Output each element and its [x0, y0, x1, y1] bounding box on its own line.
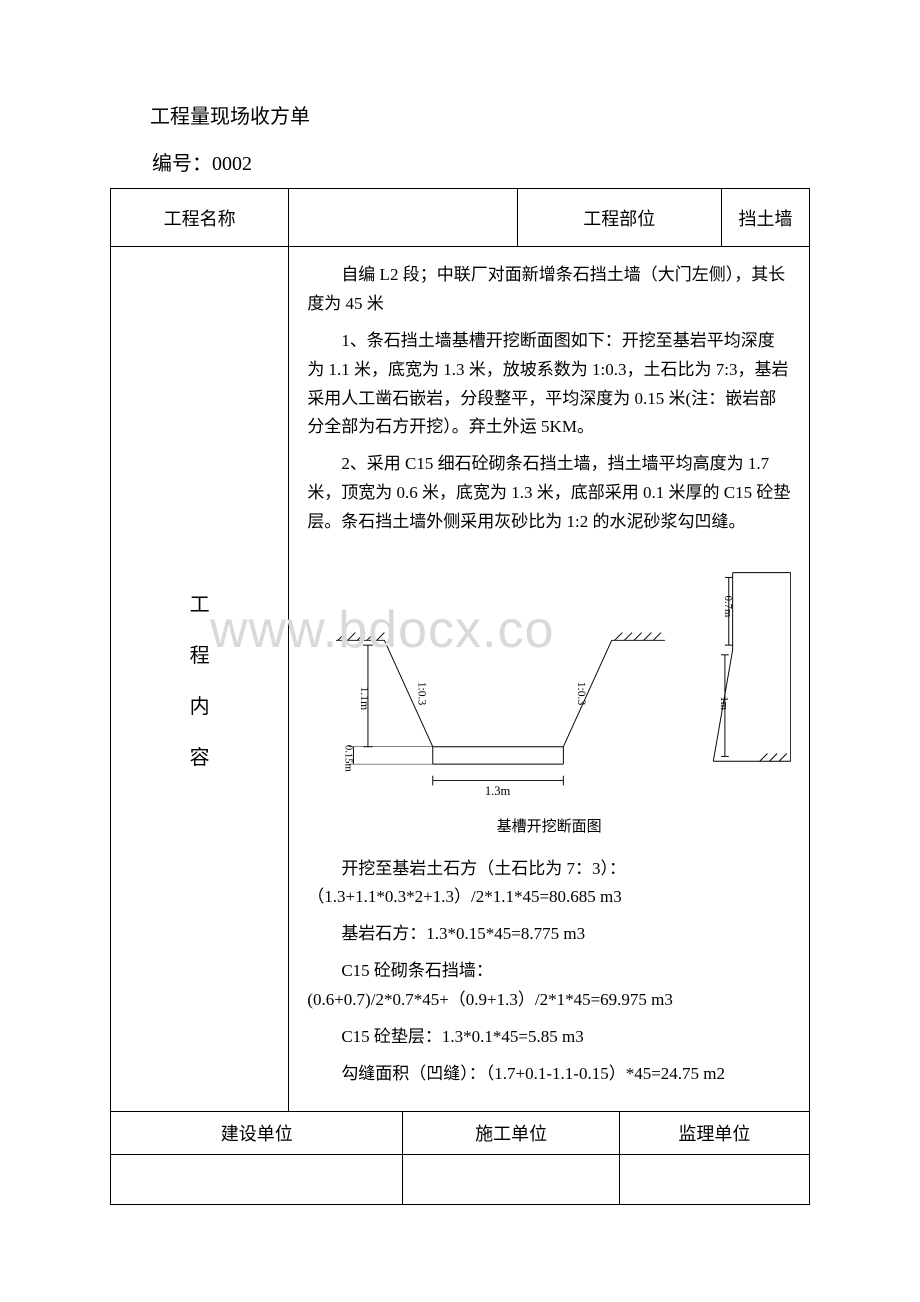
document-number: 编号：0002	[152, 147, 810, 176]
number-label: 编号：	[152, 153, 212, 175]
contractor-sig	[403, 1154, 619, 1204]
diagram-container: 1.1m 1:0.3 1:0.3 0.15m 1.3m	[307, 549, 791, 809]
main-table: 工程名称 工程部位 挡土墙 工 程 内 容 自编 L2 段；中联厂对面新增条石挡…	[110, 188, 810, 1205]
contractor-label: 施工单位	[403, 1111, 619, 1154]
owner-sig	[111, 1154, 403, 1204]
dim-0-7m-text: 0.7m	[722, 596, 733, 618]
project-name-value	[289, 189, 517, 247]
supervisor-sig	[619, 1154, 809, 1204]
ground-hatch-right	[612, 633, 665, 641]
document-title: 工程量现场收方单	[150, 100, 810, 129]
cross-section-diagram: 1.1m 1:0.3 1:0.3 0.15m 1.3m	[307, 549, 791, 809]
dim-1-1m-text: 1.1m	[358, 687, 371, 711]
project-name-label: 工程名称	[111, 189, 289, 247]
content-label-cell: 工 程 内 容	[111, 247, 289, 1112]
dim-0-15m-text: 0.15m	[343, 745, 354, 773]
calc-4: C15 砼垫层：1.3*0.1*45=5.85 m3	[307, 1023, 791, 1052]
signature-row	[111, 1154, 810, 1204]
content-label-char-1: 工	[190, 588, 210, 617]
paragraph-1: 自编 L2 段；中联厂对面新增条石挡土墙（大门左侧），其长度为 45 米	[307, 261, 791, 319]
diagram-caption: 基槽开挖断面图	[307, 815, 791, 841]
owner-label: 建设单位	[111, 1111, 403, 1154]
header-row: 工程名称 工程部位 挡土墙	[111, 189, 810, 247]
paragraph-2: 1、条石挡土墙基槽开挖断面图如下：开挖至基岩平均深度为 1.1 米，底宽为 1.…	[307, 327, 791, 443]
content-body-cell: 自编 L2 段；中联厂对面新增条石挡土墙（大门左侧），其长度为 45 米 1、条…	[289, 247, 810, 1112]
calc-3: C15 砼砌条石挡墙：(0.6+0.7)/2*0.7*45+（0.9+1.3）/…	[307, 957, 791, 1015]
project-part-label: 工程部位	[517, 189, 721, 247]
slope-left-text: 1:0.3	[416, 682, 429, 706]
content-label-char-3: 内	[190, 690, 210, 719]
supervisor-label: 监理单位	[619, 1111, 809, 1154]
calc-5: 勾缝面积（凹缝）：（1.7+0.1-1.1-0.15）*45=24.75 m2	[307, 1060, 791, 1089]
slope-right-text: 1:0.3	[575, 682, 588, 706]
project-part-value: 挡土墙	[722, 189, 810, 247]
ground-hatch-left	[336, 633, 384, 641]
number-value: 0002	[212, 153, 252, 175]
content-label-char-4: 容	[190, 741, 210, 770]
content-label-char-2: 程	[190, 639, 210, 668]
calc-2: 基岩石方：1.3*0.15*45=8.775 m3	[307, 920, 791, 949]
footer-labels-row: 建设单位 施工单位 监理单位	[111, 1111, 810, 1154]
content-row: 工 程 内 容 自编 L2 段；中联厂对面新增条石挡土墙（大门左侧），其长度为 …	[111, 247, 810, 1112]
dim-1-3m-text: 1.3m	[485, 784, 511, 798]
dim-1m-text: 1m	[718, 696, 729, 710]
calc-1: 开挖至基岩土石方（土石比为 7：3）：（1.3+1.1*0.3*2+1.3）/2…	[307, 855, 791, 913]
paragraph-3: 2、采用 C15 细石砼砌条石挡土墙，挡土墙平均高度为 1.7 米，顶宽为 0.…	[307, 450, 791, 537]
